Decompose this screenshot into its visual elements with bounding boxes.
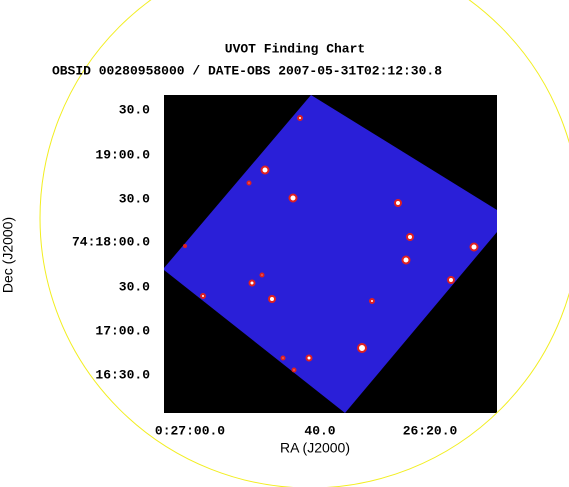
image-field [164,95,497,413]
x-tick-label: 0:27:00.0 [155,423,225,438]
subtitle: OBSID 00280958000 / DATE-OBS 2007-05-31T… [52,63,442,78]
y-tick-label: 30.0 [119,279,150,294]
x-axis-label: RA (J2000) [280,440,350,456]
y-tick-label: 17:00.0 [95,323,150,338]
x-tick-label: 26:20.0 [403,423,458,438]
title: UVOT Finding Chart [225,41,365,56]
y-axis-label: Dec (J2000) [0,217,16,293]
y-tick-label: 30.0 [119,102,150,117]
y-tick-label: 19:00.0 [95,147,150,162]
y-tick-label: 30.0 [119,191,150,206]
axis-ticks [164,109,441,413]
y-tick-label: 74:18:00.0 [72,234,150,249]
sources [183,115,479,373]
y-tick-label: 16:30.0 [95,367,150,382]
field-circle [39,0,569,487]
x-tick-label: 40.0 [304,423,335,438]
